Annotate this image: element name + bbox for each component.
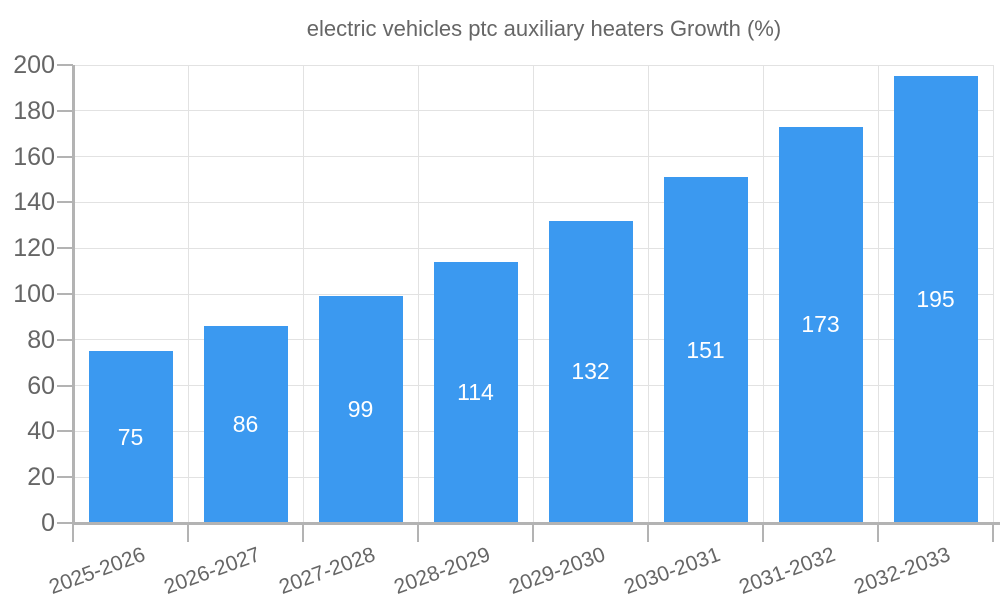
x-axis-tick <box>302 523 304 542</box>
y-axis-label: 0 <box>41 509 55 537</box>
x-gridline <box>532 65 534 523</box>
y-axis-label: 160 <box>13 142 55 171</box>
x-axis-label: 2027-2028 <box>276 543 379 599</box>
bar-2031-2032[interactable] <box>778 126 863 523</box>
x-axis-tick <box>187 523 189 542</box>
bar-value-label: 151 <box>686 336 725 363</box>
y-axis-label: 100 <box>13 280 55 308</box>
y-axis-label: 20 <box>27 463 55 492</box>
x-gridline <box>187 65 189 523</box>
bar-value-label: 114 <box>457 378 494 405</box>
bar-value-label: 173 <box>801 311 840 338</box>
x-axis-label: 2030-2031 <box>621 543 724 599</box>
x-axis-tick <box>72 523 74 542</box>
y-axis-label: 200 <box>13 51 55 79</box>
y-axis-label: 60 <box>27 371 55 400</box>
y-axis-label: 40 <box>27 417 55 446</box>
y-axis-line <box>71 65 75 525</box>
bar-2028-2029[interactable] <box>433 261 518 523</box>
bar-2027-2028[interactable] <box>318 296 403 523</box>
legend-swatch-icon <box>219 16 294 42</box>
x-axis-tick <box>762 523 764 542</box>
x-axis-line <box>73 522 1000 525</box>
x-axis-tick <box>647 523 649 542</box>
y-axis-tick <box>57 338 73 341</box>
bar-value-label: 99 <box>347 396 374 423</box>
y-axis-label: 80 <box>27 325 55 354</box>
x-axis-label: 2031-2032 <box>736 543 839 599</box>
y-axis-tick <box>57 247 73 250</box>
y-axis-label: 180 <box>13 96 55 125</box>
bar-value-label: 75 <box>117 423 144 450</box>
x-axis-label: 2026-2027 <box>161 543 264 599</box>
x-axis-label: 2025-2026 <box>46 543 149 599</box>
bar-2029-2030[interactable] <box>548 220 633 523</box>
y-axis-tick <box>57 109 73 112</box>
bar-2032-2033[interactable] <box>893 76 978 523</box>
x-gridline <box>877 65 879 523</box>
x-gridline <box>992 65 994 523</box>
bar-value-label: 86 <box>232 411 259 438</box>
y-axis-tick <box>57 293 73 295</box>
y-axis-label: 140 <box>13 188 55 217</box>
x-gridline <box>762 65 764 523</box>
bar-2030-2031[interactable] <box>663 177 748 523</box>
bar-value-label: 132 <box>571 358 610 385</box>
x-axis-tick <box>417 523 419 542</box>
y-axis-tick <box>57 430 73 433</box>
x-gridline <box>647 65 649 523</box>
y-axis-label: 120 <box>13 234 55 263</box>
bar-2025-2026[interactable] <box>88 351 173 523</box>
legend: electric vehicles ptc auxiliary heaters … <box>0 16 1000 42</box>
y-axis-tick <box>57 522 73 524</box>
y-axis-tick <box>57 476 73 479</box>
bar-value-label: 195 <box>916 286 955 313</box>
x-axis-tick <box>992 523 994 542</box>
x-axis-tick <box>877 523 879 542</box>
bar-2026-2027[interactable] <box>203 326 288 523</box>
y-axis-tick <box>57 155 73 158</box>
y-axis-tick <box>57 201 73 204</box>
legend-label: electric vehicles ptc auxiliary heaters … <box>306 16 782 41</box>
x-gridline <box>417 65 419 523</box>
x-axis-label: 2032-2033 <box>851 543 954 599</box>
x-gridline <box>302 65 304 523</box>
x-axis-tick <box>532 523 534 542</box>
legend-item[interactable]: electric vehicles ptc auxiliary heaters … <box>219 16 781 42</box>
x-axis-label: 2029-2030 <box>506 543 609 599</box>
y-axis-tick <box>57 384 73 387</box>
y-axis-tick <box>57 64 73 66</box>
x-axis-label: 2028-2029 <box>391 543 494 599</box>
